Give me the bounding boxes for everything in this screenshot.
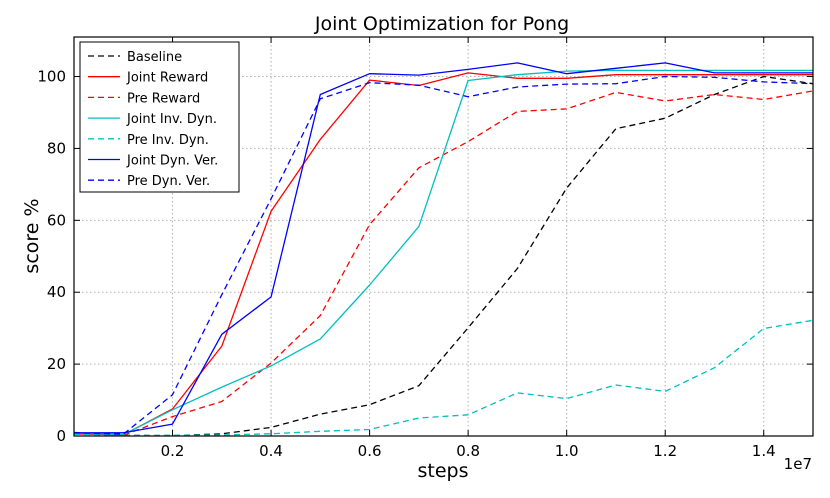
legend-label-pre-reward: Pre Reward <box>127 91 200 106</box>
chart-title: Joint Optimization for Pong <box>314 13 569 35</box>
x-tick-label: 1.0 <box>555 442 579 460</box>
x-tick-label: 0.6 <box>358 442 382 460</box>
x-tick-label: 1.4 <box>752 442 776 460</box>
series-line-pre-inv-dyn <box>73 319 814 437</box>
series-line-joint-inv-dyn <box>73 69 813 436</box>
legend-label-joint-inv-dyn: Joint Inv. Dyn. <box>126 112 217 127</box>
legend: Baseline Joint Reward Pre Reward Joint Inv.… <box>79 41 240 193</box>
y-tick-label: 20 <box>47 355 66 373</box>
series-lines <box>73 62 814 437</box>
series-line-joint-reward <box>73 72 813 436</box>
axis-ticks: 0.2 0.4 0.6 0.8 1.0 1.2 1.4 0 20 40 60 80 100 <box>37 37 813 460</box>
y-tick-label: 0 <box>56 427 66 445</box>
x-tick-label: 0.4 <box>259 442 283 460</box>
x-tick-label: 1.2 <box>653 442 677 460</box>
y-tick-label: 60 <box>47 211 66 229</box>
x-axis-label: steps <box>418 460 469 482</box>
y-tick-label: 80 <box>47 139 66 157</box>
y-tick-label: 40 <box>47 283 66 301</box>
legend-label-pre-inv-dyn: Pre Inv. Dyn. <box>127 133 209 148</box>
x-tick-label: 0.8 <box>456 442 480 460</box>
grid <box>74 37 813 437</box>
plot-frame <box>73 36 814 437</box>
legend-box <box>79 41 240 193</box>
y-tick-label: 100 <box>37 68 66 86</box>
legend-label-pre-dyn-ver: Pre Dyn. Ver. <box>127 174 210 189</box>
legend-label-baseline: Baseline <box>127 50 182 65</box>
legend-label-joint-dyn-ver: Joint Dyn. Ver. <box>126 154 218 169</box>
x-offset-label: 1e7 <box>784 455 812 473</box>
y-axis-label: score % <box>21 198 43 273</box>
x-tick-label: 0.2 <box>161 442 185 460</box>
series-line-joint-dyn-ver <box>74 62 813 434</box>
legend-label-joint-reward: Joint Reward <box>126 71 208 86</box>
